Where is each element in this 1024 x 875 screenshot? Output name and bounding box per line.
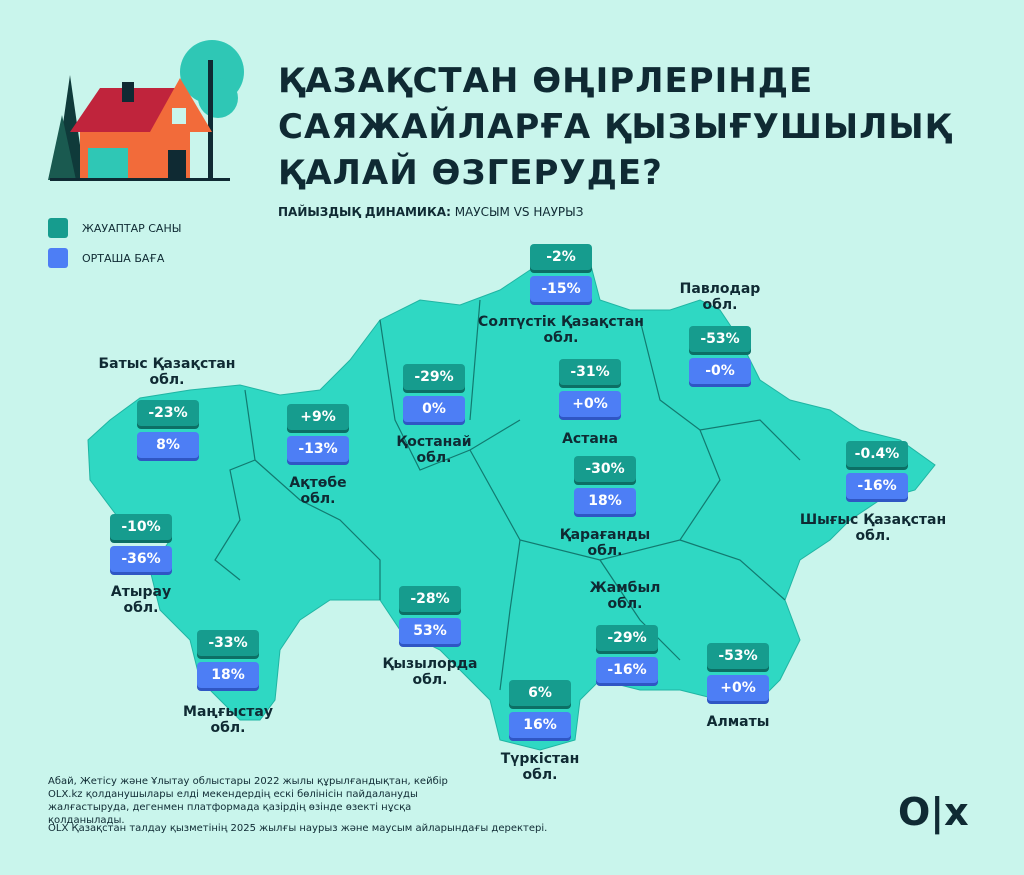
region-label-line: обл. [300,491,336,507]
responses-badge: -53% [707,643,769,669]
region-label-line: обл. [123,600,159,616]
region-label: Павлодар обл. [620,281,820,313]
house-illustration [48,40,244,181]
responses-badge: -31% [559,359,621,385]
logo: O|x [898,790,969,834]
region-label: Астана [490,431,690,447]
responses-badge: +9% [287,404,349,430]
region-label-line: Батыс Қазақстан [98,356,236,372]
legend-label: ОРТАША БАҒА [82,251,165,265]
region-label-line: обл. [543,330,579,346]
responses-badge: -0.4% [846,441,908,467]
region-label-line: обл. [607,596,643,612]
responses-badge: -2% [530,244,592,270]
responses-badge: -30% [574,456,636,482]
region-label: Солтүстік Қазақстан обл. [461,314,661,346]
price-badge: -0% [689,358,751,384]
legend-label: ЖАУАПТАР САНЫ [82,221,182,235]
region-label-line: Ақтөбе [289,475,347,491]
legend-item: ОРТАША БАҒА [48,248,164,268]
region-label-line: Павлодар [679,281,761,297]
region-label-line: Алматы [706,714,770,730]
region-label-line: обл. [522,767,558,783]
responses-badge: -29% [403,364,465,390]
region-label: Ақтөбе обл. [218,475,418,507]
legend-swatch [48,248,68,268]
region-label-line: Жамбыл [589,580,661,596]
title-line: ҚАЗАҚСТАН ӨҢІРЛЕРІНДЕ [278,61,814,101]
title-line: САЯЖАЙЛАРҒА ҚЫЗЫҒУШЫЛЫҚ [278,107,952,147]
region-label-line: Қызылорда [382,656,478,672]
price-badge: 53% [399,618,461,644]
region-label-line: обл. [587,543,623,559]
region-label-line: Қарағанды [559,527,651,543]
responses-badge: -29% [596,625,658,651]
region-label-line: Түркістан [500,751,580,767]
region-label-line: обл. [412,672,448,688]
price-badge: 8% [137,432,199,458]
title: ҚАЗАҚСТАН ӨҢІРЛЕРІНДЕ САЯЖАЙЛАРҒА ҚЫЗЫҒУШ… [278,58,952,196]
subtitle: ПАЙЫЗДЫҚ ДИНАМИКА: МАУСЫМ VS НАУРЫЗ [278,205,583,219]
region-label-line: Солтүстік Қазақстан [478,314,644,330]
legend-swatch [48,218,68,238]
footnote: OLX Қазақстан талдау қызметінің 2025 жыл… [48,823,548,834]
region-label: Жамбыл обл. [525,580,725,612]
region-label-line: обл. [416,450,452,466]
region-label: Атырау обл. [41,584,241,616]
region-label: Батыс Қазақстан обл. [67,356,267,388]
price-badge: 18% [574,488,636,514]
region-label-line: Шығыс Қазақстан [799,512,947,528]
price-badge: -16% [846,473,908,499]
price-badge: 0% [403,396,465,422]
subtitle-part: ПАЙЫЗДЫҚ ДИНАМИКА: [278,205,451,219]
price-badge: 18% [197,662,259,688]
price-badge: -16% [596,657,658,683]
region-label: Қызылорда обл. [330,656,530,688]
title-line: ҚАЛАЙ ӨЗГЕРУДЕ? [278,153,663,193]
responses-badge: -33% [197,630,259,656]
footnote: Абай, Жетісу және Ұлытау облыстары 2022 … [48,776,448,826]
region-label-line: Астана [562,431,618,447]
region-label-line: Қостанай [396,434,472,450]
legend-item: ЖАУАПТАР САНЫ [48,218,181,238]
region-label-line: обл. [210,720,246,736]
region-label: Қостанай обл. [334,434,534,466]
region-label: Түркістан обл. [440,751,640,783]
responses-badge: -53% [689,326,751,352]
region-label: Алматы [638,714,838,730]
region-label-line: Маңғыстау [183,704,273,720]
region-label: Шығыс Қазақстан обл. [773,512,973,544]
price-badge: -13% [287,436,349,462]
price-badge: +0% [707,675,769,701]
region-borders [214,299,801,691]
region-label-line: обл. [855,528,891,544]
price-badge: 16% [509,712,571,738]
region-label-line: Атырау [110,584,172,600]
responses-badge: 6% [509,680,571,706]
price-badge: +0% [559,391,621,417]
region-label-line: обл. [149,372,185,388]
responses-badge: -10% [110,514,172,540]
price-badge: -15% [530,276,592,302]
region-label: Маңғыстау обл. [128,704,328,736]
subtitle-part: МАУСЫМ VS НАУРЫЗ [450,205,584,219]
responses-badge: -23% [137,400,199,426]
region-label: Қарағанды обл. [505,527,705,559]
region-label-line: обл. [702,297,738,313]
responses-badge: -28% [399,586,461,612]
price-badge: -36% [110,546,172,572]
